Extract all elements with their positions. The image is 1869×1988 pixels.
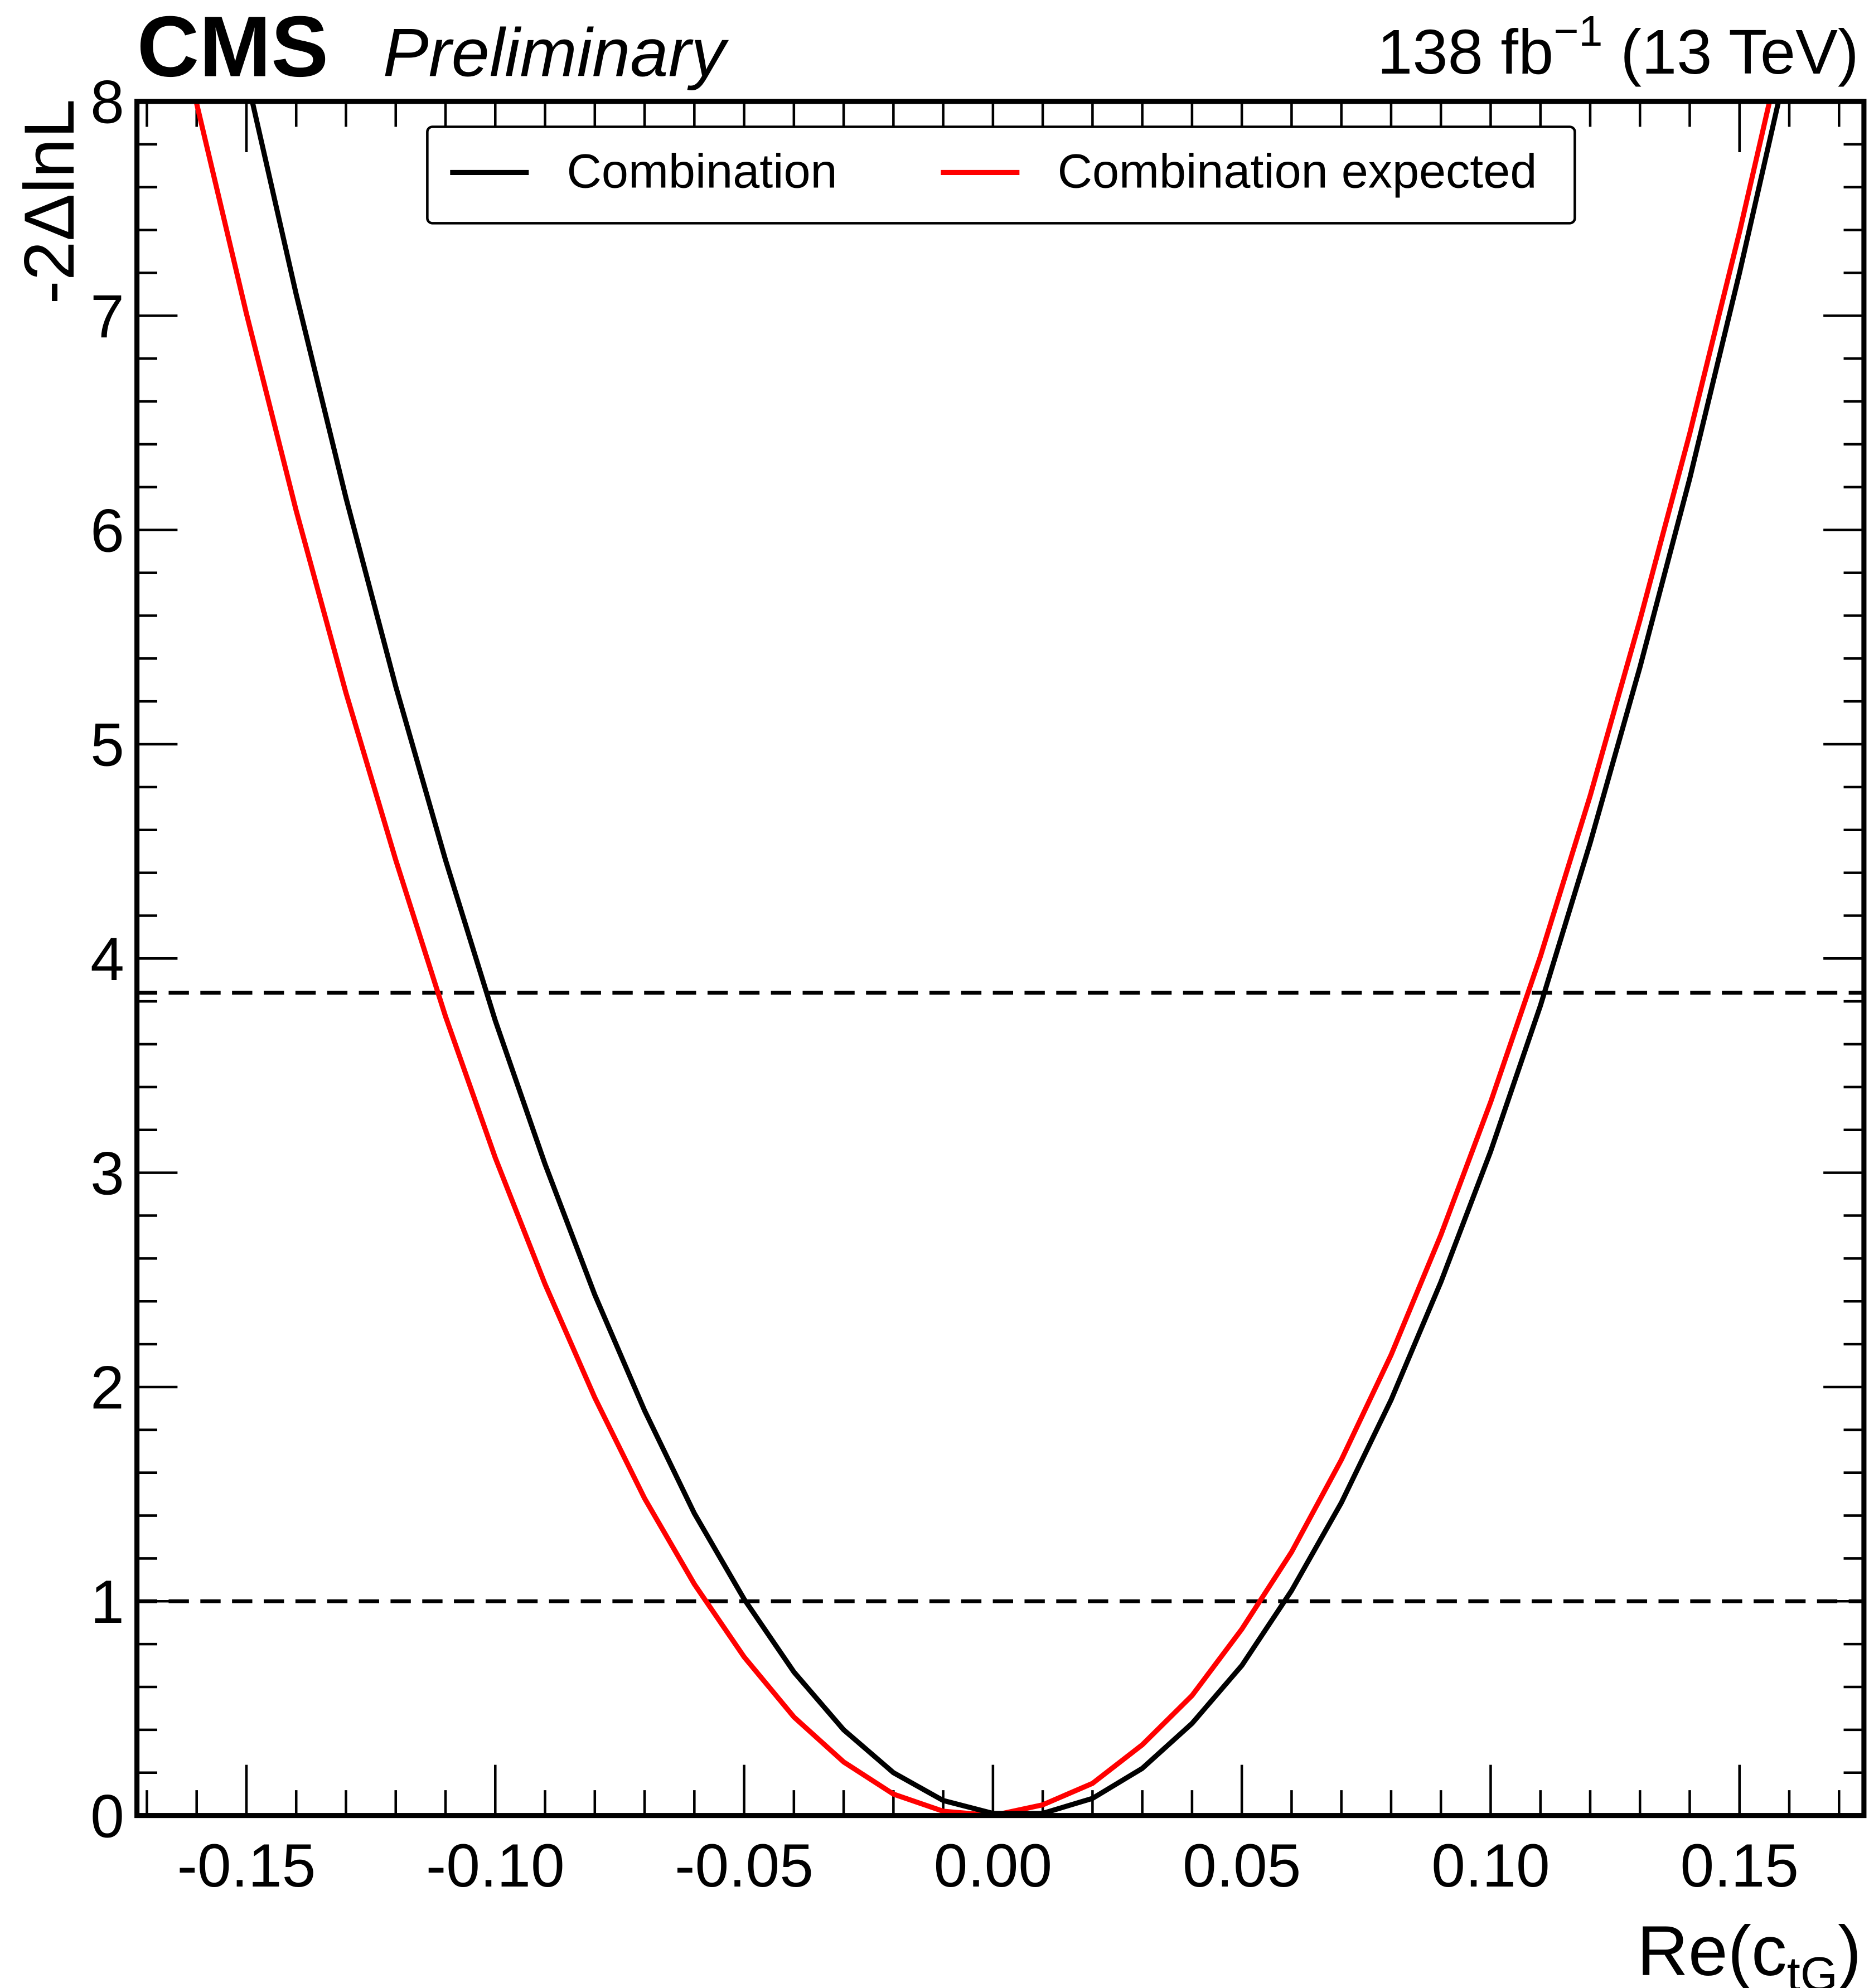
y-tick-label: 6 — [90, 497, 124, 565]
x-tick-label: 0.10 — [1431, 1832, 1550, 1900]
y-tick-label: 0 — [90, 1782, 124, 1850]
legend-label: Combination expected — [1058, 145, 1537, 198]
x-tick-label: -0.10 — [426, 1832, 565, 1900]
y-tick-label: 5 — [90, 711, 124, 779]
experiment-label: CMS — [137, 0, 329, 95]
lumi-label: 138 fb−1 (13 TeV) — [1377, 7, 1859, 88]
energy-label: (13 TeV) — [1620, 17, 1859, 88]
y-tick-label: 2 — [90, 1354, 124, 1422]
x-tick-label: 0.15 — [1681, 1832, 1799, 1900]
y-tick-label: 3 — [90, 1140, 124, 1208]
y-tick-label: 1 — [90, 1568, 124, 1636]
y-tick-label: 8 — [90, 69, 124, 137]
x-axis-title-subscript: tG — [1787, 1947, 1838, 1988]
x-tick-label: 0.00 — [934, 1832, 1052, 1900]
x-tick-label: -0.05 — [675, 1832, 814, 1900]
x-tick-label: -0.15 — [177, 1832, 316, 1900]
plot-frame — [134, 99, 1867, 1819]
x-axis-title-text: Re(c — [1637, 1911, 1787, 1988]
status-label: Preliminary — [383, 15, 729, 91]
y-axis-title: -2ΔlnL — [9, 99, 89, 304]
y-tick-label: 4 — [90, 925, 124, 993]
legend: Combination Combination expected — [426, 125, 1576, 225]
legend-label: Combination — [567, 145, 837, 198]
series-line — [249, 101, 1781, 1816]
x-tick-label: 0.05 — [1183, 1832, 1301, 1900]
x-axis-title: Re(ctG) — [1637, 1911, 1861, 1988]
series-line — [194, 101, 1773, 1816]
lumi-exponent: −1 — [1553, 7, 1602, 55]
lumi-text: 138 fb — [1377, 17, 1553, 88]
x-axis-title-close: ) — [1838, 1911, 1861, 1988]
y-tick-label: 7 — [90, 283, 124, 351]
